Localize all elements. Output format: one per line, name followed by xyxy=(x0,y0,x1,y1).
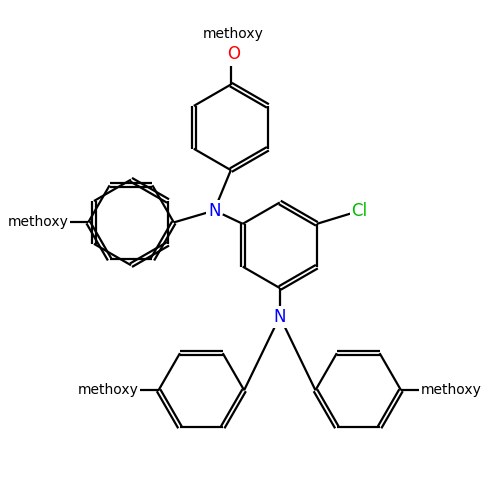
Text: Cl: Cl xyxy=(352,202,368,220)
Text: O: O xyxy=(428,382,441,400)
Text: N: N xyxy=(274,308,286,326)
Text: O: O xyxy=(226,44,239,62)
Text: methoxy: methoxy xyxy=(8,216,68,230)
Text: N: N xyxy=(208,202,220,220)
Text: O: O xyxy=(118,382,132,400)
Text: O: O xyxy=(48,214,61,232)
Text: methoxy: methoxy xyxy=(203,26,264,40)
Text: methoxy: methoxy xyxy=(420,384,482,398)
Text: methoxy: methoxy xyxy=(78,384,139,398)
